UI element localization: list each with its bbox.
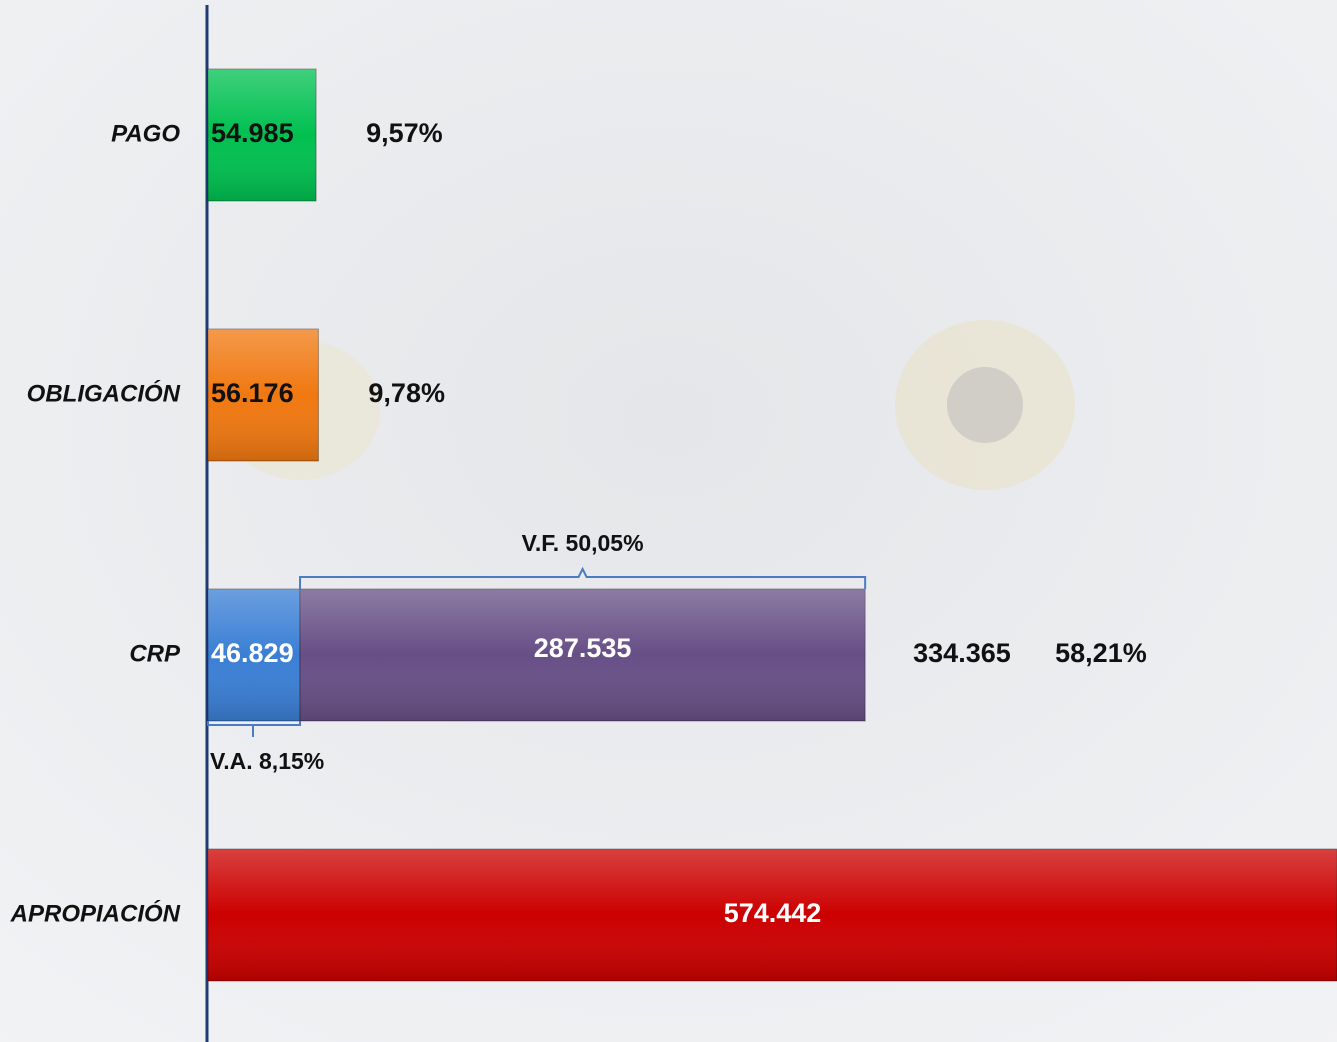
percent-label: 9,78% (368, 378, 445, 408)
bracket (207, 721, 302, 737)
value-label: 287.535 (534, 633, 632, 663)
value-label: 574.442 (724, 898, 822, 928)
total-label: 334.365 (913, 638, 1011, 668)
value-label: 46.829 (211, 638, 294, 668)
bracket (299, 566, 867, 589)
bracket-label: V.A. 8,15% (210, 748, 324, 774)
category-label: OBLIGACIÓN (27, 379, 181, 407)
percent-label: 58,21% (1055, 638, 1147, 668)
bracket-label: V.F. 50,05% (522, 530, 644, 556)
percent-label: 9,57% (366, 118, 443, 148)
category-label: CRP (129, 640, 181, 667)
bar-shine (208, 589, 301, 721)
category-label: PAGO (111, 120, 180, 147)
category-label: APROPIACIÓN (10, 899, 181, 927)
value-label: 54.985 (211, 118, 294, 148)
bar-shine (208, 849, 1337, 981)
bar-shine (208, 329, 319, 461)
bar-shine (208, 69, 317, 201)
background-pupil (947, 367, 1023, 443)
value-label: 56.176 (211, 378, 294, 408)
bar-shine (300, 589, 866, 721)
